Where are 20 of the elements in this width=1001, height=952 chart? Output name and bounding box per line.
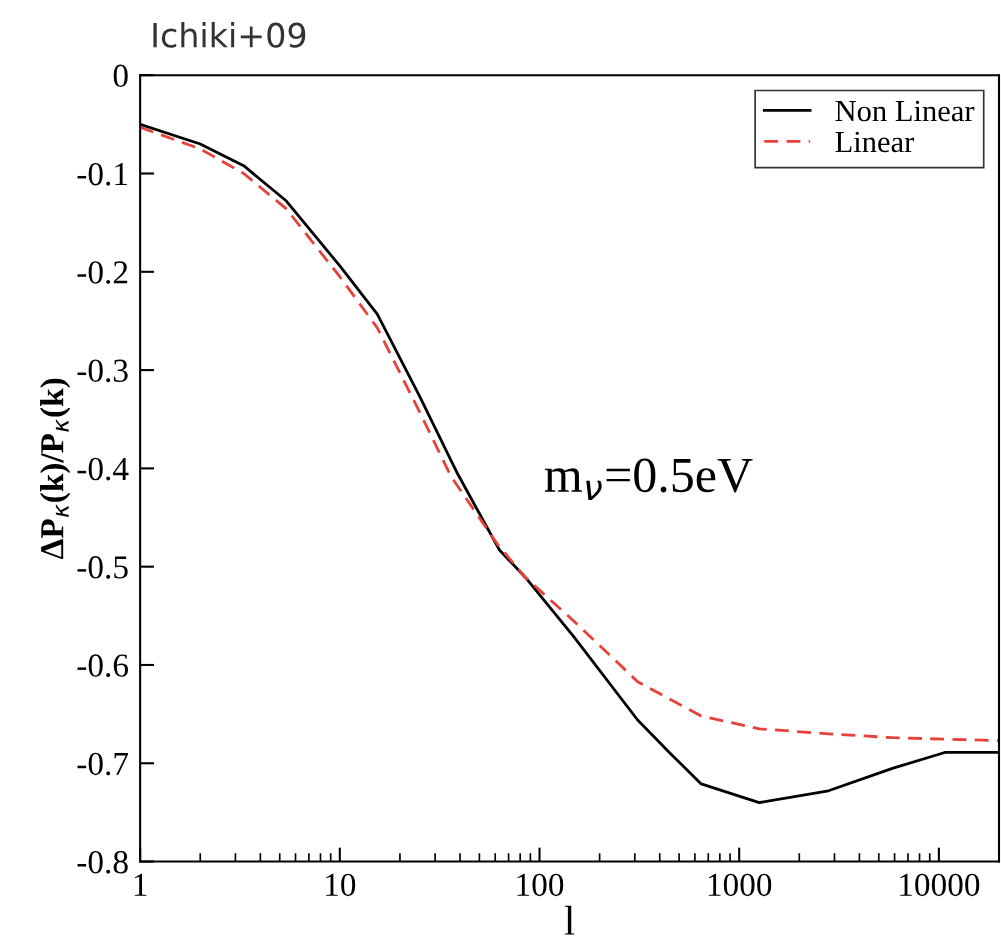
y-axis-title: ΔP$_{κ}$(k)/P$_{κ}$(k) [40, 378, 71, 560]
chart-title: Ichiki+09 [153, 21, 306, 48]
y-tick-label: -0.3 [77, 359, 128, 383]
x-axis-title: l [564, 905, 575, 935]
x-tick-label: 10000 [900, 873, 980, 897]
x-tick-label: 1 [134, 873, 147, 896]
legend-label: Non Linear [835, 100, 975, 122]
annotation: m$_{ν}$=0.5eV [544, 458, 753, 500]
y-tick-label: -0.2 [77, 261, 128, 284]
y-tick-label: -0.6 [77, 654, 129, 678]
x-tick-label: 1000 [708, 873, 772, 897]
x-tick-label: 10 [326, 873, 356, 897]
x-tick-label: 100 [517, 873, 564, 897]
y-tick-label: -0.1 [77, 162, 128, 186]
y-tick-label: -0.4 [77, 457, 129, 481]
y-tick-label: -0.5 [77, 556, 128, 579]
y-tick-label: 0 [113, 64, 128, 88]
y-tick-label: -0.7 [77, 752, 129, 776]
legend-label: Linear [835, 131, 915, 153]
y-tick-label: -0.8 [77, 850, 128, 874]
